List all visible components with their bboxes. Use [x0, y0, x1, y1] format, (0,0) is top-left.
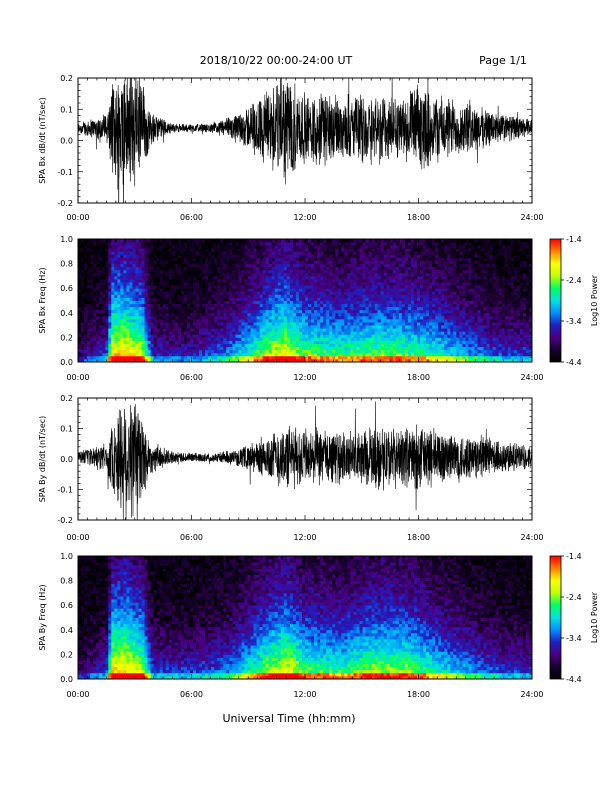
dbdt-trace — [78, 78, 532, 203]
x-tick-label: 24:00 — [520, 533, 543, 542]
y-tick-label: -0.2 — [57, 199, 73, 208]
y-tick-label: 0.6 — [60, 284, 73, 293]
dbdt-trace — [78, 401, 532, 520]
page-indicator: Page 1/1 — [479, 54, 527, 67]
y-tick-label: 0.0 — [60, 455, 73, 464]
x-tick-label: 12:00 — [293, 533, 316, 542]
x-tick-label: 18:00 — [407, 373, 430, 382]
colorbar-tick-label: -1.4 — [566, 552, 582, 561]
colorbar-tick-label: -3.4 — [566, 317, 582, 326]
x-tick-label: 06:00 — [180, 690, 203, 699]
y-tick-label: 0.8 — [60, 577, 73, 586]
x-tick-label: 00:00 — [66, 373, 89, 382]
y-tick-label: 1.0 — [60, 235, 73, 244]
y-tick-label: -0.2 — [57, 516, 73, 525]
spectrogram-cells — [78, 556, 532, 679]
y-tick-label: 0.1 — [60, 425, 73, 434]
x-axis-title: Universal Time (hh:mm) — [223, 712, 356, 725]
x-tick-label: 12:00 — [293, 373, 316, 382]
y-tick-label: 0.6 — [60, 601, 73, 610]
y-tick-label: -0.1 — [57, 486, 73, 495]
y-tick-label: 0.8 — [60, 260, 73, 269]
spectrogram-cells — [78, 239, 532, 362]
x-tick-label: 18:00 — [407, 213, 430, 222]
colorbar-tick-label: -2.4 — [566, 276, 582, 285]
y-tick-label: 1.0 — [60, 552, 73, 561]
x-tick-label: 06:00 — [180, 533, 203, 542]
x-tick-label: 06:00 — [180, 373, 203, 382]
x-tick-label: 18:00 — [407, 533, 430, 542]
x-tick-label: 12:00 — [293, 690, 316, 699]
y-tick-label: 0.0 — [60, 137, 73, 146]
colorbar-label: Log10 Power — [590, 274, 599, 326]
y-tick-label: 0.2 — [60, 74, 73, 83]
x-tick-label: 00:00 — [66, 533, 89, 542]
y-tick-label: 0.1 — [60, 105, 73, 114]
bx-spectrogram-panel: -1.4 -2.4 -3.4 -4.4 Log10 Power 00:00 06:00 12:… — [38, 235, 599, 382]
colorbar-tick-label: -4.4 — [566, 675, 582, 684]
x-tick-label: 18:00 — [407, 690, 430, 699]
x-tick-label: 24:00 — [520, 373, 543, 382]
y-axis-label: SPA By dB/dt (nT/sec) — [38, 416, 47, 503]
figure-title: 2018/10/22 00:00-24:00 UT — [200, 54, 353, 67]
x-tick-label: 00:00 — [66, 213, 89, 222]
y-axis-label: SPA Bx Freq (Hz) — [38, 267, 47, 333]
by-spectrogram-panel: -1.4 -2.4 -3.4 -4.4 Log10 Power 00:00 06:00 12:… — [38, 552, 599, 699]
colorbar-tick-label: -2.4 — [566, 593, 582, 602]
y-tick-label: 0.0 — [60, 675, 73, 684]
colorbar-label: Log10 Power — [590, 591, 599, 643]
colorbar — [549, 555, 562, 680]
y-tick-label: -0.1 — [57, 168, 73, 177]
y-tick-label: 0.2 — [60, 650, 73, 659]
bx-dbdt-panel: 00:00 06:00 12:00 18:00 24:00 0.2 0.1 0.0 -0.1 -0… — [38, 74, 544, 222]
y-tick-label: 0.4 — [60, 626, 73, 635]
colorbar-tick-label: -3.4 — [566, 634, 582, 643]
y-tick-label: 0.2 — [60, 394, 73, 403]
y-tick-label: 0.4 — [60, 309, 73, 318]
y-tick-label: 0.2 — [60, 333, 73, 342]
x-tick-label: 24:00 — [520, 213, 543, 222]
x-tick-label: 00:00 — [66, 690, 89, 699]
x-tick-label: 24:00 — [520, 690, 543, 699]
by-dbdt-panel: 00:00 06:00 12:00 18:00 24:00 0.2 0.1 0.0 -0.1 -0… — [38, 394, 544, 542]
colorbar-tick-label: -4.4 — [566, 358, 582, 367]
x-tick-label: 06:00 — [180, 213, 203, 222]
y-tick-label: 0.0 — [60, 358, 73, 367]
x-tick-label: 12:00 — [293, 213, 316, 222]
colorbar-tick-label: -1.4 — [566, 235, 582, 244]
colorbar — [549, 238, 562, 363]
y-axis-label: SPA Bx dB/dt (nT/sec) — [38, 97, 47, 184]
y-axis-label: SPA By Freq (Hz) — [38, 584, 47, 650]
